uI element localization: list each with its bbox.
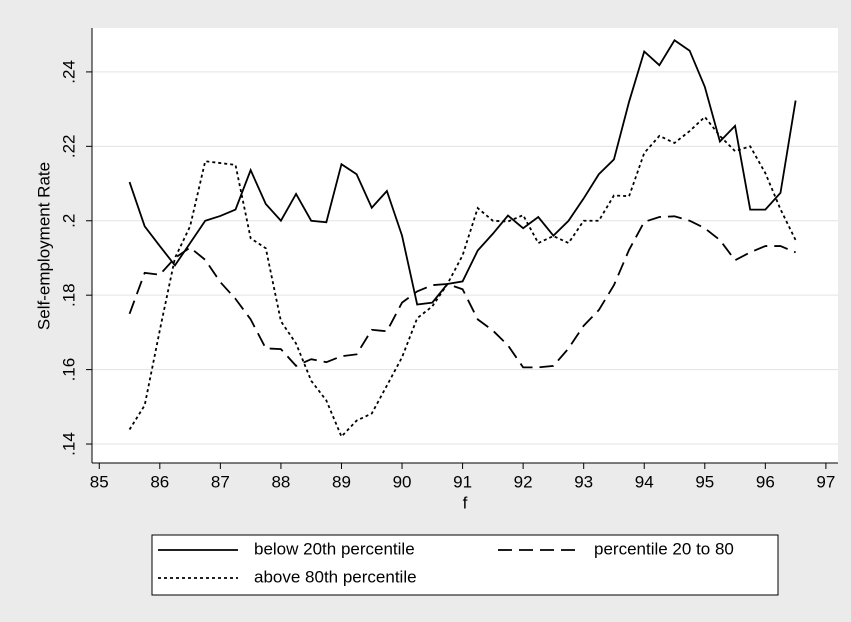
x-tick-label: 91 [453, 472, 472, 491]
y-tick-label: .22 [59, 135, 78, 159]
x-tick-label: 90 [393, 472, 412, 491]
y-tick-label: .18 [59, 283, 78, 307]
x-axis-title: f [463, 493, 468, 512]
x-tick-label: 87 [211, 472, 230, 491]
x-tick-label: 85 [90, 472, 109, 491]
y-tick-label: .24 [59, 60, 78, 84]
legend [151, 534, 779, 596]
y-tick-label: .2 [59, 214, 78, 228]
x-tick-label: 92 [514, 472, 533, 491]
y-tick-label: .14 [59, 432, 78, 456]
x-tick-label: 94 [635, 472, 654, 491]
plot-area [92, 28, 838, 463]
series-line [128, 38, 797, 306]
series-line [128, 115, 797, 439]
series-line [128, 215, 796, 369]
x-tick-label: 96 [756, 472, 775, 491]
x-tick-label: 95 [695, 472, 714, 491]
x-tick-label: 97 [816, 472, 835, 491]
x-tick-label: 86 [150, 472, 169, 491]
legend-label: above 80th percentile [254, 567, 417, 586]
x-tick-label: 89 [332, 472, 351, 491]
legend-label: below 20th percentile [254, 539, 415, 558]
x-tick-label: 88 [271, 472, 290, 491]
y-axis-title: Self-employment Rate [34, 162, 53, 330]
x-tick-label: 93 [574, 472, 593, 491]
y-tick-label: .16 [59, 358, 78, 382]
legend-label: percentile 20 to 80 [594, 539, 734, 558]
